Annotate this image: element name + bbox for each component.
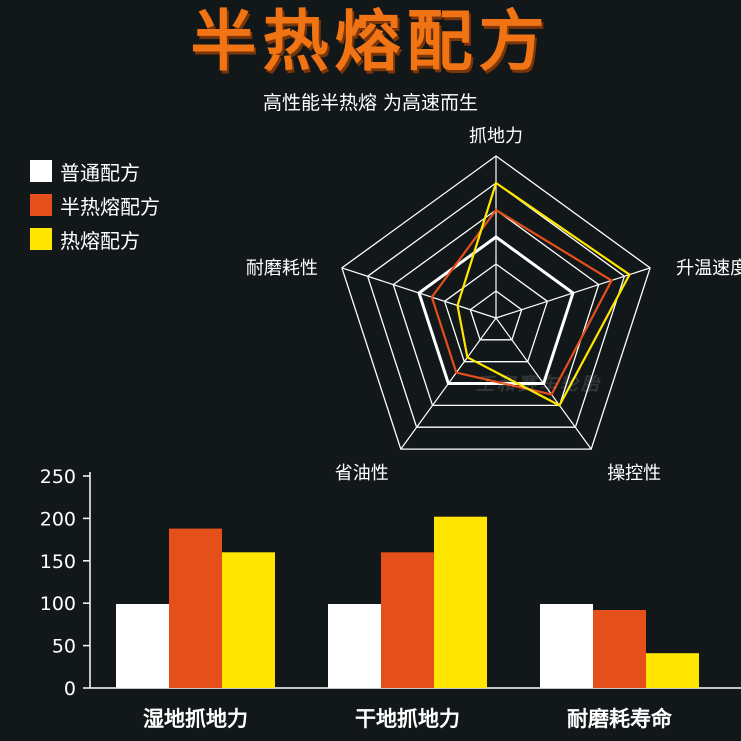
watermark-text: 王和赛车轮胎 (476, 374, 602, 395)
y-tick-label: 250 (40, 466, 76, 488)
radar-grid-ring (469, 290, 523, 341)
x-category-label: 耐磨耗寿命 (567, 707, 673, 731)
legend-label-hot-melt: 热熔配方 (60, 228, 140, 253)
y-tick-label: 0 (64, 678, 76, 700)
bar-1 (328, 604, 381, 688)
y-tick-label: 200 (40, 508, 76, 530)
bar-3 (222, 552, 275, 688)
x-category-label: 湿地抓地力 (143, 707, 248, 731)
radar-series-2 (430, 208, 614, 396)
bar-2 (593, 610, 646, 688)
legend-item-regular: 普通配方 (30, 154, 160, 188)
radar-grid-ring (341, 155, 651, 450)
bar-3 (434, 516, 487, 688)
bar-2 (169, 528, 222, 688)
radar-grid-ring (366, 182, 626, 428)
bar-2 (381, 552, 434, 688)
radar-grid-ring (443, 263, 549, 363)
bar-3 (646, 653, 699, 688)
bar-1 (540, 604, 593, 688)
radar-series-3 (456, 181, 631, 407)
radar-axis-label: 抓地力 (469, 126, 523, 147)
legend-label-semi-hot-melt: 半热熔配方 (60, 194, 160, 219)
radar-grid-ring (392, 209, 600, 407)
x-category-label: 干地抓地力 (355, 707, 460, 731)
y-tick-label: 50 (52, 636, 76, 658)
legend-swatch-hot-melt (30, 228, 52, 250)
page-title: 半热熔配方 (190, 3, 551, 80)
radar-axis-label: 操控性 (607, 463, 661, 484)
radar-series-1 (417, 235, 575, 385)
bar-1 (116, 604, 169, 688)
y-tick-label: 100 (40, 593, 76, 615)
legend-swatch-regular (30, 160, 52, 182)
y-tick-label: 150 (40, 551, 76, 573)
legend-label-regular: 普通配方 (60, 160, 140, 185)
legend-item-hot-melt: 热熔配方 (30, 222, 160, 256)
radar-axis-label: 升温速度 (676, 258, 741, 279)
radar-axis-label: 耐磨耗性 (246, 258, 318, 279)
legend-swatch-semi-hot-melt (30, 194, 52, 216)
legend-item-semi-hot-melt: 半热熔配方 (30, 188, 160, 222)
page-subtitle: 高性能半热熔 为高速而生 (262, 92, 479, 114)
radar-axis-label: 省油性 (335, 463, 389, 484)
legend: 普通配方 半热熔配方 热熔配方 (30, 154, 160, 256)
